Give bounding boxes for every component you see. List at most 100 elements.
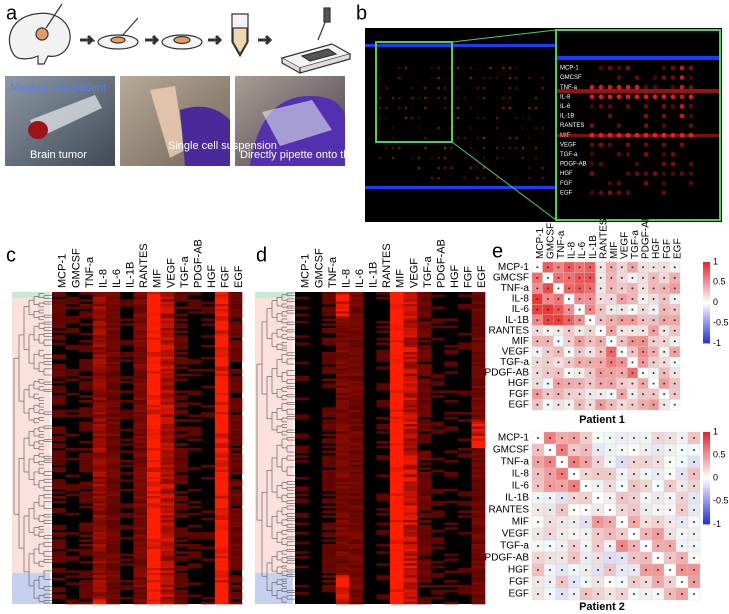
heatmap-cell (133, 580, 148, 583)
heatmap-cell (349, 599, 364, 602)
heatmap-cell (174, 426, 189, 430)
corr-dot (568, 266, 570, 269)
corr-dot (669, 533, 671, 535)
heatmap-cell (92, 460, 107, 463)
column-label: IL-8 (567, 241, 578, 259)
heatmap-cell (160, 352, 175, 355)
spot (411, 86, 414, 90)
spot (391, 156, 395, 160)
heatmap-cell (160, 316, 175, 319)
heatmap-cell (92, 515, 107, 518)
heatmap-cell (133, 596, 148, 600)
spot (670, 84, 676, 90)
corr-dot (681, 545, 683, 547)
corr-dot (693, 533, 695, 535)
heatmap-cell (335, 544, 350, 547)
heatmap-cell (322, 378, 337, 382)
heatmap-cell (160, 560, 175, 564)
heatmap-cell (147, 313, 161, 317)
heatmap-cell (322, 589, 337, 593)
corr-dot (589, 266, 592, 269)
spot (391, 136, 395, 140)
corr-dot (663, 372, 666, 374)
heatmap-cell (228, 354, 243, 358)
heatmap-cell (160, 404, 175, 408)
heatmap-cell (92, 368, 107, 372)
heatmap-cell (147, 344, 161, 348)
heatmap-cell (160, 344, 175, 348)
heatmap-cell (79, 361, 94, 365)
corr-dot (669, 449, 671, 451)
corr-dot (681, 593, 683, 595)
corr-dot (561, 533, 563, 535)
heatmap-cell (147, 551, 161, 554)
heatmap-cell (322, 532, 337, 535)
heatmap-cell (349, 582, 364, 586)
heatmap-cell (147, 544, 161, 547)
heatmap-cell (133, 556, 148, 559)
heatmap-cell (430, 373, 445, 377)
corr-dot (537, 473, 539, 475)
heatmap-cell (147, 433, 161, 437)
heatmap-cell (417, 385, 432, 389)
heatmap-cell (390, 397, 404, 401)
corr-dot (568, 361, 570, 364)
corr-dot (609, 581, 611, 583)
heatmap-cell (133, 292, 148, 295)
heatmap-cell (349, 392, 364, 396)
heatmap-cell (187, 582, 202, 586)
heatmap-cell (471, 484, 486, 487)
heatmap-cell (228, 407, 243, 410)
heatmap-cell (92, 524, 107, 528)
heatmap-cell (79, 587, 94, 590)
heatmap-cell (174, 323, 189, 326)
heatmap-cell (65, 301, 80, 305)
heatmap-cell (335, 356, 350, 360)
heatmap-cell (65, 392, 80, 396)
heatmap-cell (160, 575, 175, 578)
heatmap-cell (228, 488, 243, 492)
heatmap-cell (403, 563, 418, 566)
heatmap-cell (174, 592, 189, 595)
spot (391, 146, 395, 150)
row-label: GMCSF (493, 445, 529, 456)
heatmap-cell (106, 431, 121, 434)
heatmap-cell (52, 306, 66, 310)
heatmap-cell (376, 366, 391, 370)
heatmap-cell (335, 332, 350, 336)
heatmap-cell (160, 306, 175, 310)
heatmap-cell (106, 582, 121, 586)
corr-dot (645, 545, 647, 547)
heatmap-cell (147, 402, 161, 406)
heatmap-cell (403, 594, 418, 598)
heatmap-cell (390, 517, 404, 521)
protein-label: FGF (560, 181, 572, 187)
corr-dot (631, 276, 634, 279)
heatmap-cell (106, 452, 121, 456)
spot (679, 142, 685, 148)
heatmap-cell (228, 323, 243, 326)
heatmap-cell (79, 553, 94, 557)
heatmap-cell (228, 517, 243, 521)
corr-dot (645, 569, 647, 571)
heatmap-cell (92, 421, 107, 425)
corr-dot (568, 276, 570, 279)
heatmap-cell (92, 388, 107, 391)
heatmap-cell (160, 479, 175, 482)
heatmap-cell (160, 400, 175, 403)
corr-dot (549, 449, 551, 451)
heatmap-cell (92, 320, 107, 324)
heatmap-cell (52, 320, 66, 324)
heatmap-cell (79, 292, 94, 295)
heatmap-cell (119, 460, 134, 463)
spot (385, 146, 388, 150)
heatmap-cell (65, 299, 80, 302)
heatmap-cell (444, 522, 459, 526)
heatmap-cell (335, 496, 350, 499)
corr-dot (620, 266, 623, 269)
blue-band (556, 56, 720, 60)
heatmap-cell (147, 347, 161, 350)
heatmap-cell (228, 299, 243, 302)
heatmap-cell (133, 361, 148, 365)
heatmap-cell (430, 294, 445, 298)
